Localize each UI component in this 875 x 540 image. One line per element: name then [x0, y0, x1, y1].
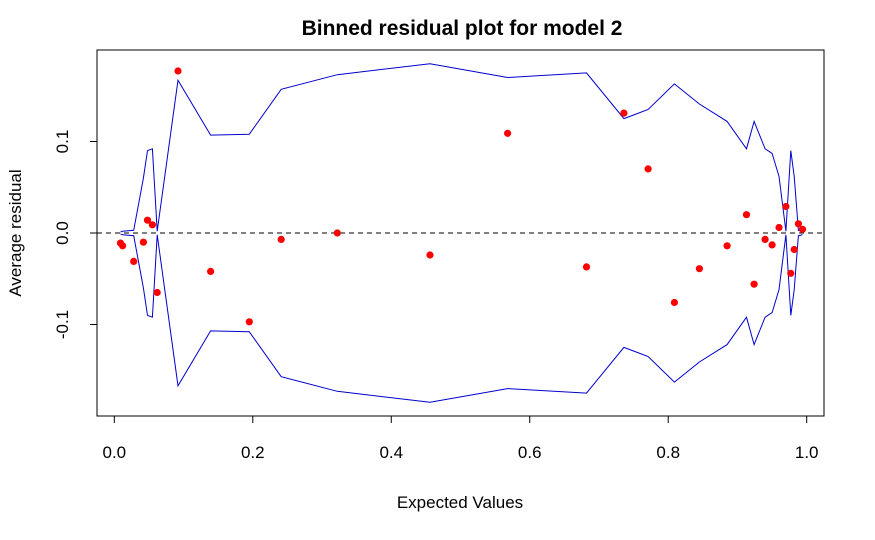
residual-point	[768, 241, 776, 249]
residual-point	[143, 216, 152, 224]
x-tick-label: 1.0	[795, 443, 819, 462]
lower-bound-line	[120, 233, 803, 403]
residual-point	[644, 165, 652, 173]
x-tick-label: 0.0	[102, 443, 126, 462]
x-tick-label: 0.8	[656, 443, 680, 462]
y-tick-label: 0.1	[53, 130, 72, 154]
confidence-bounds	[120, 63, 803, 403]
residual-point	[504, 129, 512, 137]
residual-point	[782, 202, 790, 211]
residual-point	[119, 242, 127, 250]
residual-point	[670, 298, 679, 307]
residual-point	[775, 223, 783, 232]
x-axis: 0.0 0.2 0.4 0.6 0.8 1.0	[102, 415, 819, 462]
x-tick-label: 0.2	[241, 443, 265, 462]
residual-point	[207, 267, 215, 275]
y-tick-label: 0.0	[53, 221, 72, 245]
x-tick-label: 0.4	[379, 443, 403, 462]
residual-point	[798, 225, 807, 233]
residual-point	[695, 265, 704, 273]
upper-bound-line	[120, 63, 803, 233]
x-axis-label: Expected Values	[397, 493, 523, 512]
chart-title: Binned residual plot for model 2	[302, 17, 623, 40]
residual-point	[333, 229, 341, 237]
x-tick-label: 0.6	[518, 443, 542, 462]
residual-point	[426, 251, 434, 259]
residual-points	[116, 67, 807, 326]
residual-point	[153, 288, 161, 297]
residual-point	[148, 221, 156, 229]
residual-point	[139, 238, 147, 246]
residual-point	[174, 67, 182, 75]
residual-point	[787, 269, 795, 277]
residual-point	[794, 220, 803, 228]
y-tick-label: -0.1	[53, 310, 72, 339]
y-axis: -0.1 0.0 0.1	[53, 130, 98, 339]
y-axis-label: Average residual	[6, 169, 25, 296]
residual-point	[130, 257, 138, 265]
residual-point	[620, 109, 628, 117]
residual-point	[582, 263, 591, 271]
residual-point	[245, 318, 253, 326]
residual-point	[750, 280, 758, 288]
residual-point	[761, 235, 769, 243]
residual-point	[723, 242, 731, 250]
residual-point	[790, 245, 798, 254]
residual-point	[742, 211, 751, 219]
residual-point	[277, 235, 285, 243]
